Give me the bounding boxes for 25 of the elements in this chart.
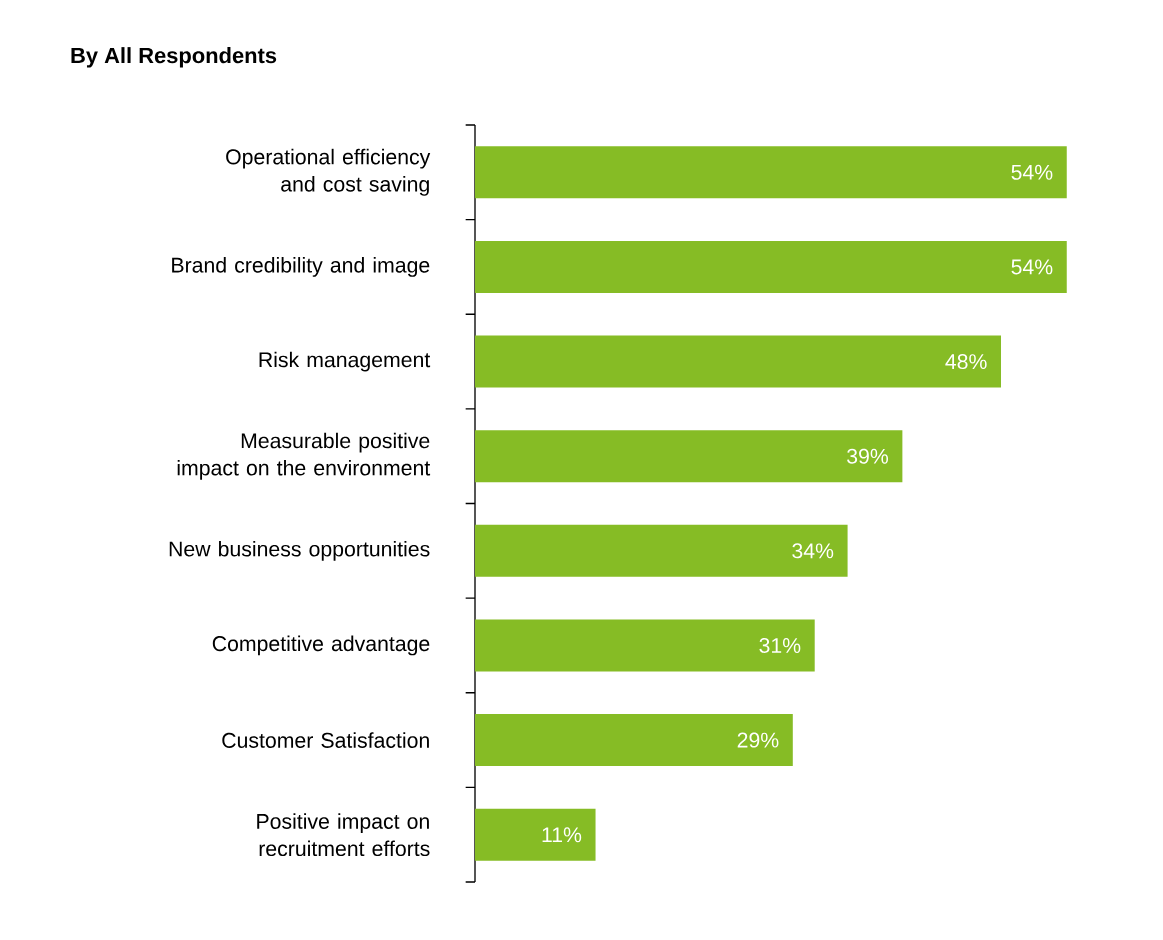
data-label: 54%	[1011, 164, 1053, 180]
data-label: 29%	[737, 732, 779, 748]
y-tick-label: Competitive advantage	[212, 635, 430, 656]
y-tick-label: Customer Satisfaction	[222, 732, 429, 748]
bar	[475, 240, 1067, 293]
bar	[475, 619, 815, 672]
bar	[475, 714, 793, 767]
y-tick-label: Risk management	[259, 351, 431, 372]
y-tick-label: Measurable positive impact on the environment	[177, 432, 431, 480]
data-label: 39%	[847, 448, 889, 464]
bar	[475, 146, 1067, 199]
text: By All Respondents	[71, 47, 277, 68]
y-tick-label: Brand credibility and image	[172, 257, 430, 277]
bar	[475, 808, 596, 861]
bar	[475, 335, 1002, 388]
y-tick-label: Operational efficiency and cost saving	[226, 148, 431, 196]
data-label: 48%	[945, 354, 987, 370]
data-label: 31%	[759, 637, 801, 653]
data-label: 34%	[792, 543, 834, 559]
y-tick-label: New business opportunities	[169, 540, 430, 561]
bar	[475, 430, 903, 483]
data-label: 54%	[1011, 259, 1053, 275]
y-tick-label: Positive impact on recruitment efforts	[257, 813, 430, 857]
bar	[475, 524, 848, 577]
data-label: 11%	[542, 827, 582, 843]
